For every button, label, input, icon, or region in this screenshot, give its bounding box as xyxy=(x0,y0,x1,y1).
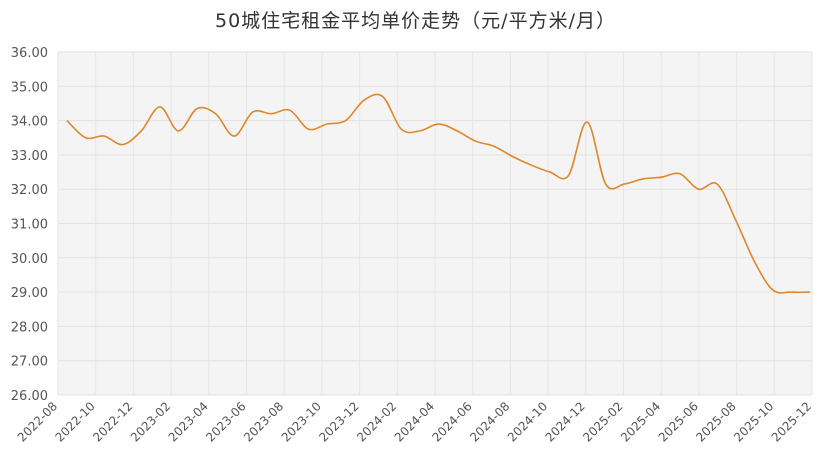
x-tick-label: 2024-04 xyxy=(392,399,437,444)
x-tick-label: 2023-10 xyxy=(279,399,324,444)
y-tick-label: 29.00 xyxy=(11,286,48,301)
x-tick-label: 2023-12 xyxy=(316,399,361,444)
y-tick-label: 26.00 xyxy=(11,389,48,404)
x-tick-label: 2022-10 xyxy=(52,399,97,444)
y-tick-label: 27.00 xyxy=(11,355,48,370)
x-tick-label: 2024-06 xyxy=(429,399,474,444)
x-tick-label: 2025-12 xyxy=(769,399,814,444)
x-tick-label: 2024-12 xyxy=(543,399,588,444)
x-tick-label: 2023-02 xyxy=(128,399,173,444)
x-tick-label: 2024-02 xyxy=(354,399,399,444)
x-tick-label: 2022-12 xyxy=(90,399,135,444)
y-tick-label: 36.00 xyxy=(11,46,48,61)
x-tick-label: 2023-06 xyxy=(203,399,248,444)
x-tick-label: 2024-08 xyxy=(467,399,512,444)
chart-title: 50城住宅租金平均单价走势（元/平方米/月） xyxy=(215,10,616,32)
y-tick-label: 31.00 xyxy=(11,218,48,233)
y-tick-label: 30.00 xyxy=(11,252,48,267)
x-tick-label: 2022-08 xyxy=(15,399,60,444)
y-tick-label: 35.00 xyxy=(11,80,48,95)
x-tick-label: 2025-10 xyxy=(731,399,776,444)
y-tick-label: 33.00 xyxy=(11,149,48,164)
y-tick-label: 28.00 xyxy=(11,320,48,335)
x-tick-label: 2024-10 xyxy=(505,399,550,444)
x-tick-label: 2023-04 xyxy=(166,399,211,444)
y-tick-label: 34.00 xyxy=(11,115,48,130)
x-tick-label: 2023-08 xyxy=(241,399,286,444)
x-tick-label: 2025-06 xyxy=(656,399,701,444)
y-tick-label: 32.00 xyxy=(11,183,48,198)
x-tick-label: 2025-08 xyxy=(693,399,738,444)
x-tick-label: 2025-02 xyxy=(580,399,625,444)
x-tick-label: 2025-04 xyxy=(618,399,663,444)
